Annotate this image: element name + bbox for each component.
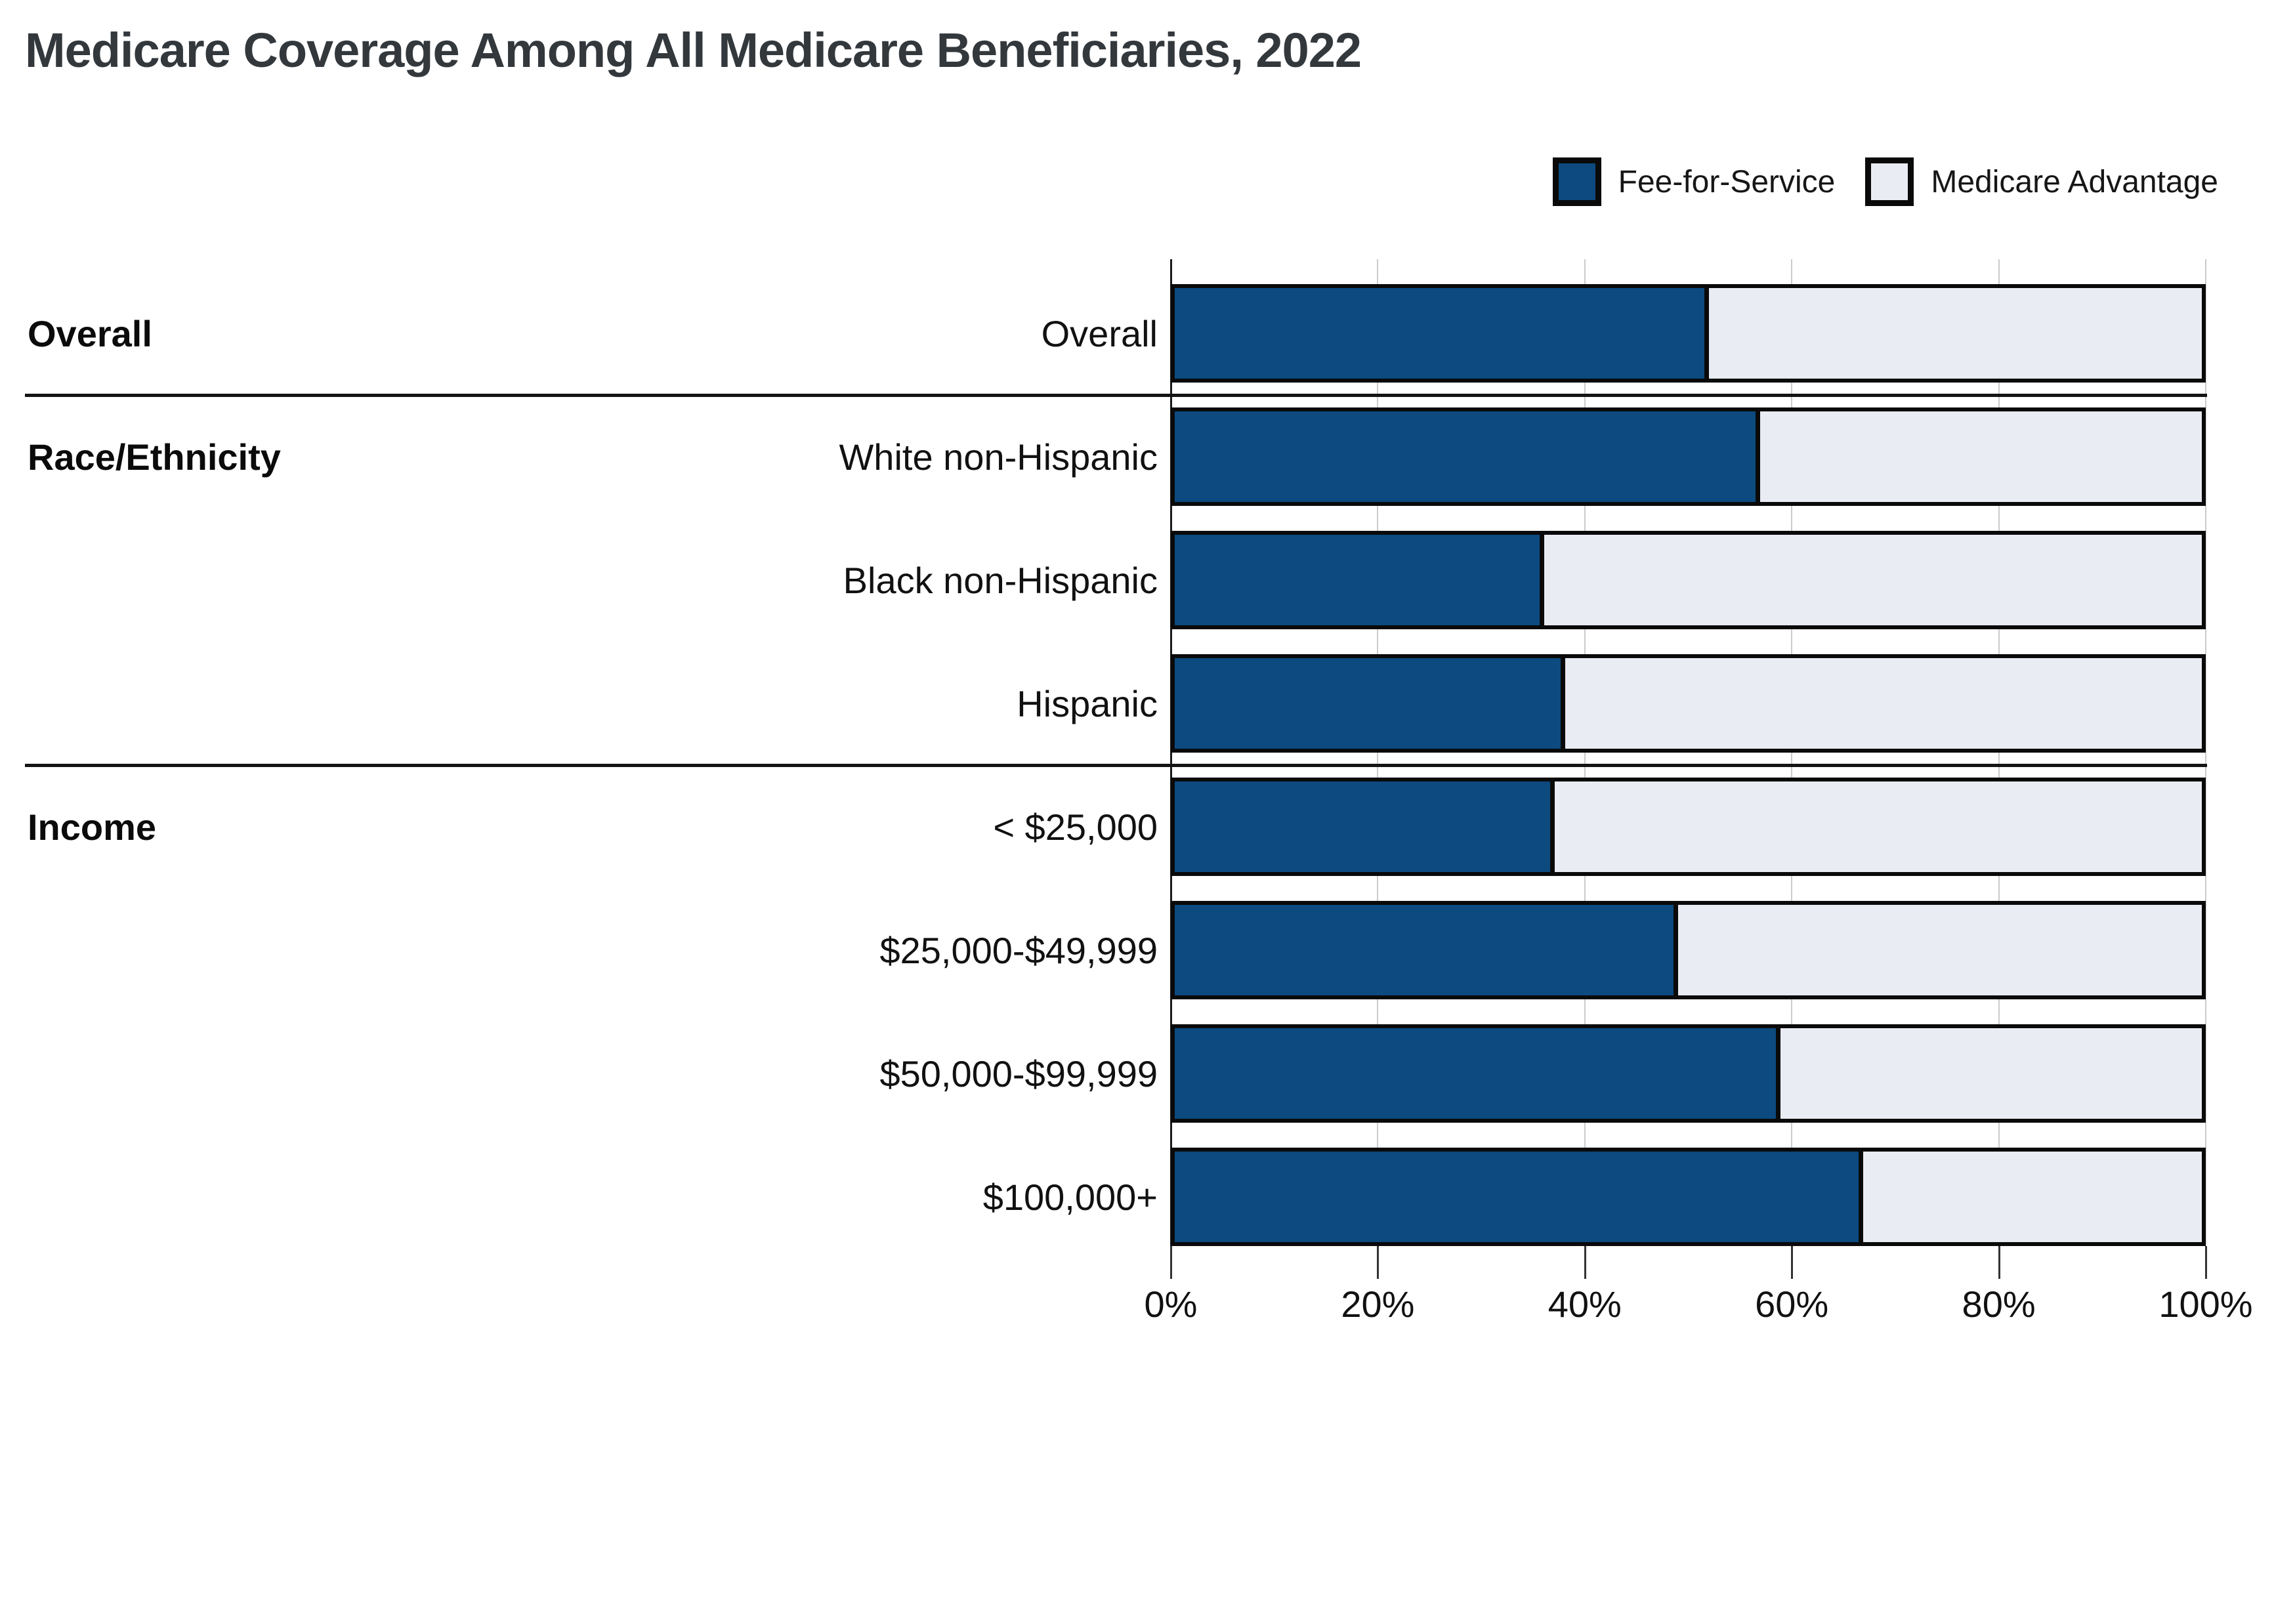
category-label: < $25,000 xyxy=(993,806,1158,848)
bar-segment-fee-for-service xyxy=(1175,1028,1781,1119)
gridline-100 xyxy=(2205,259,2206,1246)
bar-row xyxy=(1171,901,2206,999)
legend-swatch-icon xyxy=(1865,157,1914,206)
x-axis-tick-label: 60% xyxy=(1755,1283,1829,1325)
x-axis-tick xyxy=(2205,1246,2207,1279)
bar-segment-medicare-advantage xyxy=(1544,535,2202,625)
bar-row xyxy=(1171,1148,2206,1246)
category-label: $100,000+ xyxy=(982,1176,1158,1218)
gridline-80 xyxy=(1998,259,2000,1246)
bar-segment-medicare-advantage xyxy=(1677,905,2202,995)
bar-row xyxy=(1171,1024,2206,1123)
gridline-60 xyxy=(1791,259,1793,1246)
x-axis-tick xyxy=(1791,1246,1794,1279)
bar-segment-medicare-advantage xyxy=(1863,1152,2202,1242)
x-axis-tick xyxy=(1170,1246,1172,1279)
bar-row xyxy=(1171,407,2206,506)
gridline-40 xyxy=(1584,259,1586,1246)
x-axis-tick-label: 80% xyxy=(1962,1283,2036,1325)
category-label: $50,000-$99,999 xyxy=(879,1052,1158,1094)
bar-segment-medicare-advantage xyxy=(1555,781,2202,872)
y-axis-line xyxy=(1170,259,1172,1246)
bar-segment-medicare-advantage xyxy=(1780,1028,2202,1119)
x-axis-tick-label: 100% xyxy=(2158,1283,2253,1325)
bar-row xyxy=(1171,778,2206,876)
bar-segment-fee-for-service xyxy=(1175,905,1678,995)
bar-row xyxy=(1171,284,2206,383)
category-label: White non-Hispanic xyxy=(839,436,1158,478)
bar-segment-fee-for-service xyxy=(1175,781,1555,872)
chart-title: Medicare Coverage Among All Medicare Ben… xyxy=(25,23,1362,77)
bar-segment-fee-for-service xyxy=(1175,288,1709,379)
section-label: Income xyxy=(28,806,157,848)
legend-label: Fee-for-Service xyxy=(1618,164,1836,199)
bar-segment-medicare-advantage xyxy=(1565,658,2202,749)
section-label: Race/Ethnicity xyxy=(28,436,281,478)
plot-area xyxy=(1170,259,2206,1246)
bar-segment-fee-for-service xyxy=(1175,658,1565,749)
bar-row xyxy=(1171,654,2206,753)
section-separator xyxy=(25,394,2207,397)
section-label: Overall xyxy=(28,312,152,354)
x-axis-tick xyxy=(1584,1246,1586,1279)
bar-row xyxy=(1171,531,2206,629)
x-axis-tick xyxy=(1377,1246,1379,1279)
x-axis-tick-label: 40% xyxy=(1548,1283,1622,1325)
x-axis-tick-label: 20% xyxy=(1341,1283,1415,1325)
legend-item: Medicare Advantage xyxy=(1865,157,2218,206)
legend-label: Medicare Advantage xyxy=(1931,164,2218,199)
category-label: Black non-Hispanic xyxy=(843,559,1158,601)
legend-swatch-icon xyxy=(1552,157,1601,206)
category-label: $25,000-$49,999 xyxy=(879,929,1158,971)
legend-item: Fee-for-Service xyxy=(1552,157,1836,206)
category-label: Overall xyxy=(1041,312,1158,354)
section-separator xyxy=(25,764,2207,767)
gridline-20 xyxy=(1377,259,1379,1246)
legend: Fee-for-Service Medicare Advantage xyxy=(1552,157,2218,206)
bar-segment-fee-for-service xyxy=(1175,535,1545,625)
bar-segment-fee-for-service xyxy=(1175,411,1761,502)
bar-segment-fee-for-service xyxy=(1175,1152,1863,1242)
x-axis-tick-label: 0% xyxy=(1144,1283,1198,1325)
x-axis-tick xyxy=(1998,1246,2000,1279)
category-label: Hispanic xyxy=(1017,682,1158,724)
bar-segment-medicare-advantage xyxy=(1760,411,2202,502)
bar-segment-medicare-advantage xyxy=(1708,288,2202,379)
